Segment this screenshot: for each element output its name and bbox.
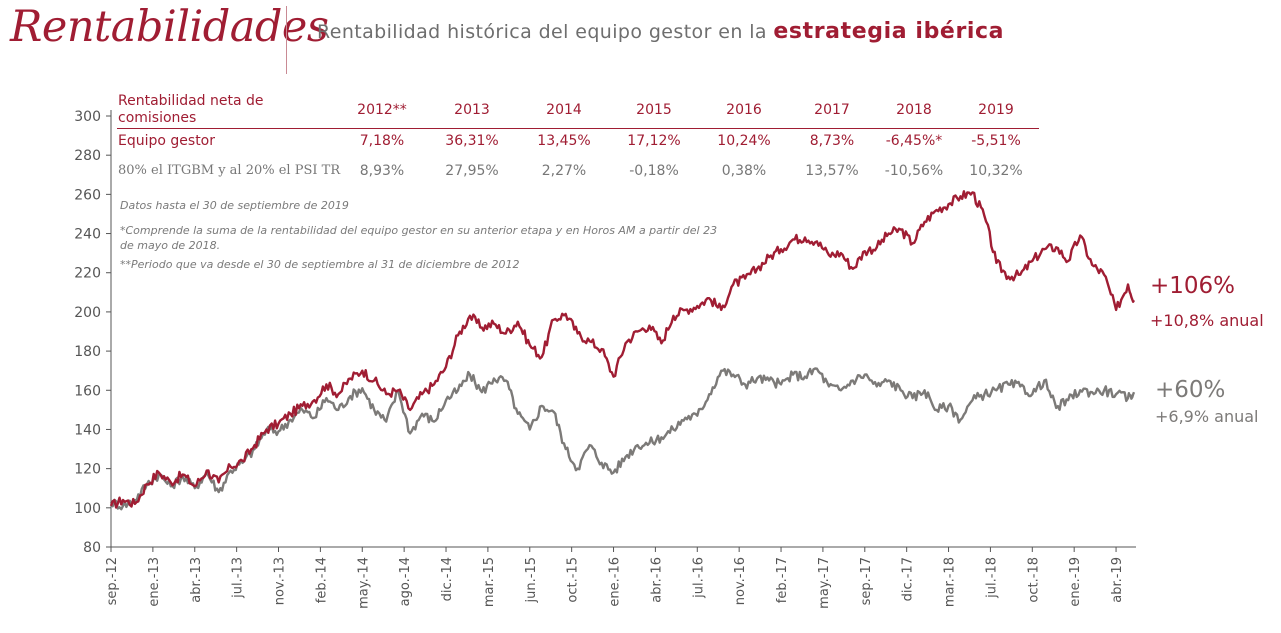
table-cell: 0,38%: [721, 163, 767, 179]
table-cell: 10,32%: [969, 163, 1023, 179]
x-tick-label: abr.-13: [189, 557, 204, 603]
x-tick-label: nov.-13: [273, 557, 288, 605]
table-cell: -5,51%: [971, 133, 1021, 149]
series-line-indice: [109, 367, 1136, 511]
table-cell: -0,18%: [629, 163, 679, 179]
table-cell: 7,18%: [359, 133, 405, 149]
x-tick-label: ene.-13: [147, 557, 162, 607]
table-year: 2016: [726, 102, 762, 118]
x-tick-label: nov.-16: [733, 557, 748, 605]
table-header-label: Rentabilidad neta de comisiones: [118, 93, 264, 126]
table-separator: [117, 128, 1039, 129]
y-tick-label: 180: [74, 344, 101, 360]
series-line-equipo-gestor: [109, 190, 1136, 509]
gestor-annual-return: +10,8% anual: [1150, 311, 1264, 330]
table-cell: 27,95%: [445, 163, 499, 179]
index-total-return: +60%: [1155, 377, 1226, 403]
title-divider: [286, 6, 287, 74]
y-tick-label: 140: [74, 422, 101, 438]
x-tick-label: dic.-14: [440, 557, 455, 601]
table-year: 2017: [814, 102, 850, 118]
subtitle-highlight: estrategia ibérica: [773, 19, 1005, 44]
table-cell: 17,12%: [627, 133, 681, 149]
table-year: 2018: [896, 102, 932, 118]
table-year: 2014: [546, 102, 582, 118]
x-tick-label: sep.-12: [105, 557, 120, 605]
subtitle-prefix: Rentabilidad histórica del equipo gestor…: [317, 21, 767, 43]
y-tick-label: 200: [74, 305, 101, 321]
y-tick-label: 300: [74, 109, 101, 125]
x-tick-label: oct.-18: [1026, 557, 1041, 603]
table-cell: 2,27%: [541, 163, 587, 179]
table-row-label: 80% el ITGBM y al 20% el PSI TR: [118, 163, 341, 178]
table-cell: 10,24%: [717, 133, 771, 149]
x-tick-label: jul.-13: [231, 557, 246, 599]
x-tick-label: ago.-14: [398, 557, 413, 606]
y-tick-label: 240: [74, 227, 101, 243]
x-tick-label: ene.-19: [1068, 557, 1083, 607]
y-tick-label: 280: [74, 148, 101, 164]
page-subtitle: Rentabilidad histórica del equipo gestor…: [317, 19, 1004, 44]
gestor-total-return: +106%: [1150, 273, 1236, 299]
x-tick-label: abr.-16: [649, 557, 664, 603]
x-tick-label: sep.-17: [859, 557, 874, 605]
x-tick-label: ene.-16: [608, 557, 623, 607]
table-cell: 13,57%: [805, 163, 859, 179]
x-tick-label: feb.-17: [775, 557, 790, 603]
x-tick-label: may.-17: [817, 557, 832, 609]
x-tick-label: abr.-19: [1110, 557, 1125, 603]
x-tick-label: jul.-16: [691, 557, 706, 599]
table-row-label: Equipo gestor: [118, 133, 216, 149]
table-cell: 13,45%: [537, 133, 591, 149]
table-cell: -10,56%: [884, 163, 944, 179]
table-cell: 8,73%: [809, 133, 855, 149]
x-tick-label: mar.-18: [943, 557, 958, 607]
x-tick-label: jun.-15: [524, 557, 539, 603]
x-tick-label: mar.-15: [482, 557, 497, 607]
y-tick-label: 220: [74, 266, 101, 282]
page-title: Rentabilidades: [10, 2, 329, 52]
table-cell: -6,45%*: [885, 133, 943, 149]
table-cell: 8,93%: [359, 163, 405, 179]
table-cell: 36,31%: [445, 133, 499, 149]
x-tick-label: feb.-14: [314, 557, 329, 603]
x-tick-label: dic.-17: [901, 557, 916, 601]
x-tick-label: oct.-15: [566, 557, 581, 603]
footnote: **Periodo que va desde el 30 de septiemb…: [120, 258, 520, 271]
y-tick-label: 160: [74, 383, 101, 399]
data-date-note: Datos hasta el 30 de septiembre de 2019: [120, 199, 349, 212]
y-tick-label: 100: [74, 501, 101, 517]
table-year: 2012**: [357, 102, 407, 118]
x-tick-label: jul.-18: [984, 557, 999, 599]
y-tick-label: 260: [74, 187, 101, 203]
footnote: *Comprende la suma de la rentabilidad de…: [120, 224, 718, 252]
x-tick-label: may.-14: [356, 557, 371, 609]
table-year: 2015: [636, 102, 672, 118]
y-tick-label: 120: [74, 462, 101, 478]
table-year: 2019: [978, 102, 1014, 118]
index-annual-return: +6,9% anual: [1155, 407, 1259, 426]
y-tick-label: 80: [83, 540, 101, 556]
table-year: 2013: [454, 102, 490, 118]
